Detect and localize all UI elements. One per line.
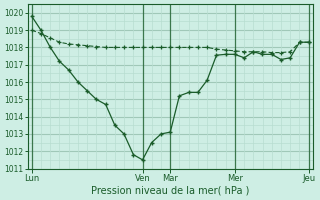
X-axis label: Pression niveau de la mer( hPa ): Pression niveau de la mer( hPa )	[91, 186, 249, 196]
